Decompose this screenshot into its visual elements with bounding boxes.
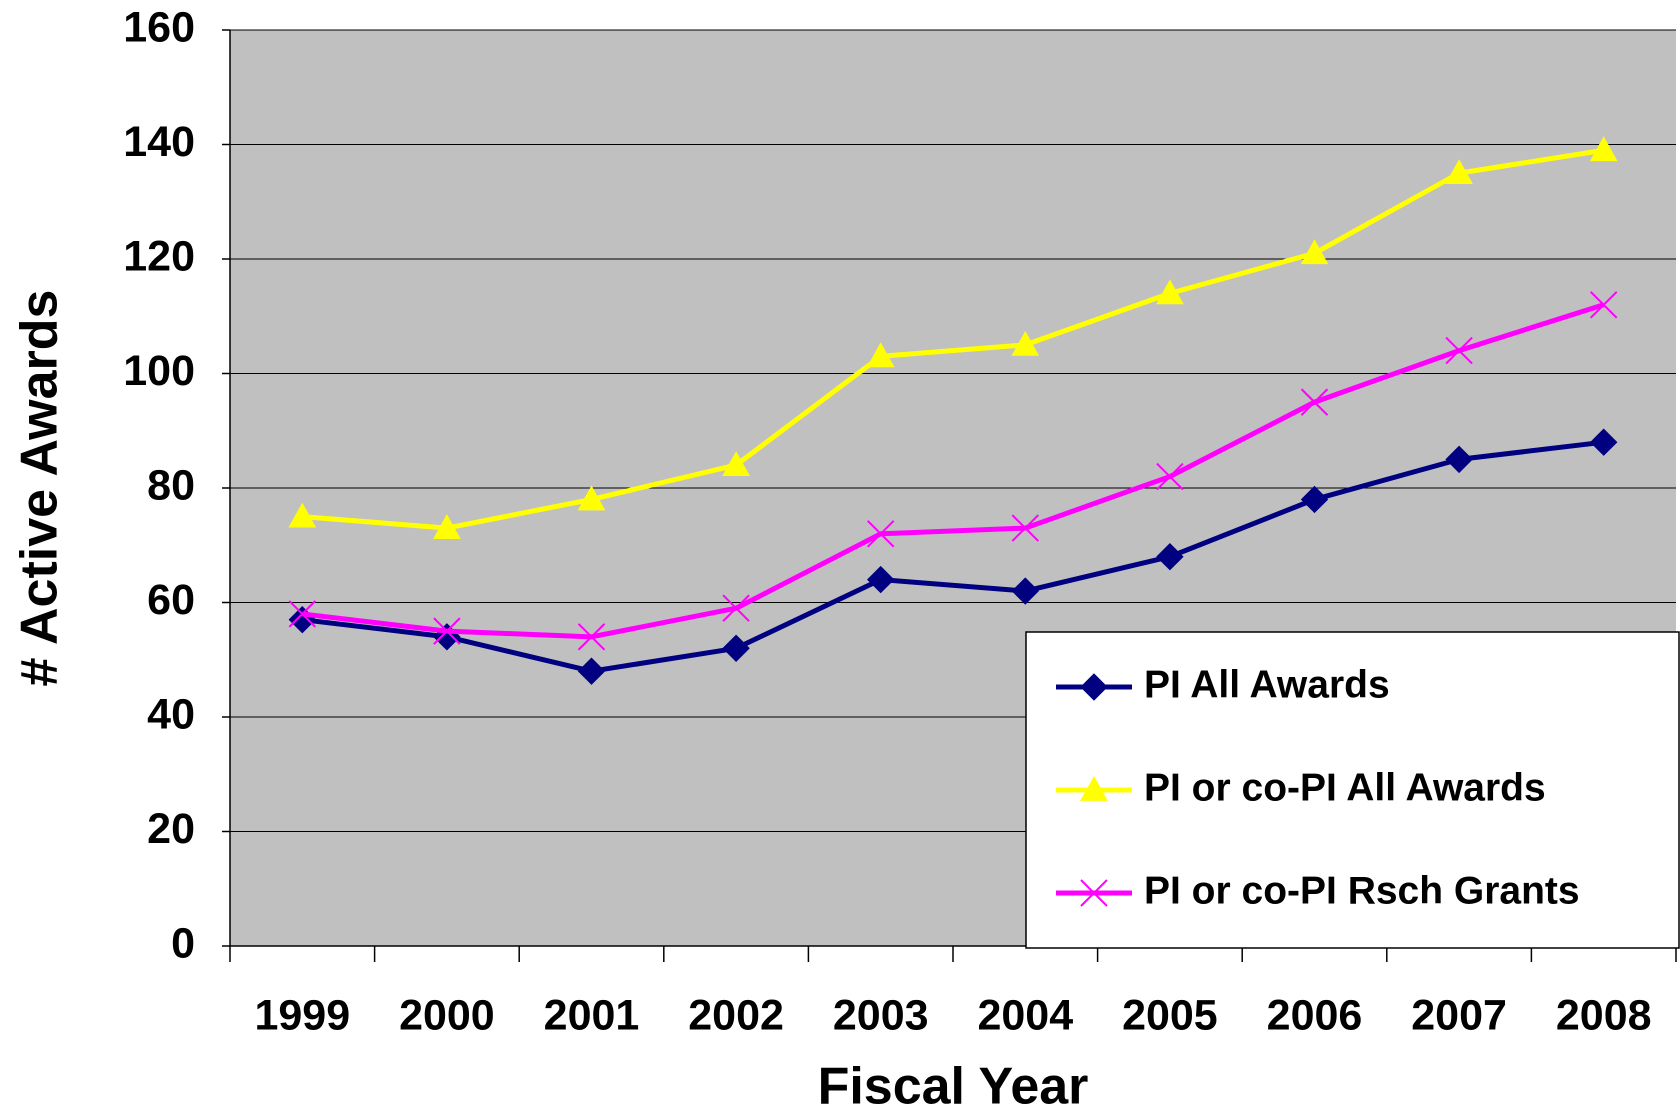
x-tick-label: 1999 xyxy=(254,991,350,1039)
y-tick-label: 80 xyxy=(147,461,195,509)
marker xyxy=(1011,330,1040,356)
x-tick-label: 2004 xyxy=(977,991,1073,1039)
marker xyxy=(1589,428,1618,456)
marker xyxy=(866,565,895,594)
marker xyxy=(1300,388,1329,416)
x-tick-label: 2001 xyxy=(544,991,640,1039)
marker xyxy=(433,514,461,539)
marker xyxy=(1300,485,1329,514)
y-tick-label: 20 xyxy=(147,805,195,853)
legend-label: PI or co-PI Rsch Grants xyxy=(1144,869,1580,912)
series-line xyxy=(302,147,1605,531)
marker xyxy=(1589,136,1618,162)
marker xyxy=(1589,291,1618,319)
marker xyxy=(866,520,895,548)
legend xyxy=(1025,631,1680,949)
marker xyxy=(288,600,317,628)
y-tick-label: 140 xyxy=(123,118,195,166)
legend-label: PI All Awards xyxy=(1144,663,1390,706)
marker xyxy=(1011,577,1040,605)
legend-label: PI or co-PI All Awards xyxy=(1144,766,1546,809)
y-tick-label: 0 xyxy=(171,919,195,967)
marker xyxy=(577,485,606,511)
marker xyxy=(722,451,750,476)
y-axis-title: # Active Awards xyxy=(11,290,69,687)
y-tick-label: 160 xyxy=(123,3,195,51)
marker xyxy=(1156,462,1184,491)
marker xyxy=(722,594,750,622)
marker xyxy=(577,623,606,651)
x-tick-label: 2000 xyxy=(399,991,495,1039)
marker xyxy=(722,634,750,663)
marker xyxy=(1445,336,1473,365)
y-tick-label: 120 xyxy=(123,232,195,280)
marker xyxy=(1080,879,1108,907)
x-tick-label: 2008 xyxy=(1556,991,1652,1039)
marker xyxy=(1011,514,1040,542)
marker xyxy=(1300,239,1329,265)
marker xyxy=(1156,542,1184,571)
x-tick-label: 2002 xyxy=(688,991,784,1039)
x-tick-label: 2007 xyxy=(1411,991,1507,1039)
marker xyxy=(1080,775,1108,801)
x-tick-label: 2005 xyxy=(1122,991,1218,1039)
marker xyxy=(866,342,895,368)
marker xyxy=(577,657,606,685)
marker xyxy=(1156,279,1184,305)
y-tick-label: 40 xyxy=(147,690,195,738)
series-line xyxy=(302,439,1604,674)
series-line xyxy=(302,302,1605,640)
marker xyxy=(1445,159,1473,185)
x-tick-label: 2006 xyxy=(1267,991,1363,1039)
marker xyxy=(1445,445,1473,474)
marker xyxy=(1080,673,1108,701)
y-tick-label: 100 xyxy=(123,347,195,395)
marker xyxy=(433,617,461,645)
x-tick-label: 2003 xyxy=(833,991,929,1039)
y-tick-label: 60 xyxy=(147,576,195,624)
marker xyxy=(288,502,317,528)
x-axis-title: Fiscal Year xyxy=(818,1058,1089,1115)
